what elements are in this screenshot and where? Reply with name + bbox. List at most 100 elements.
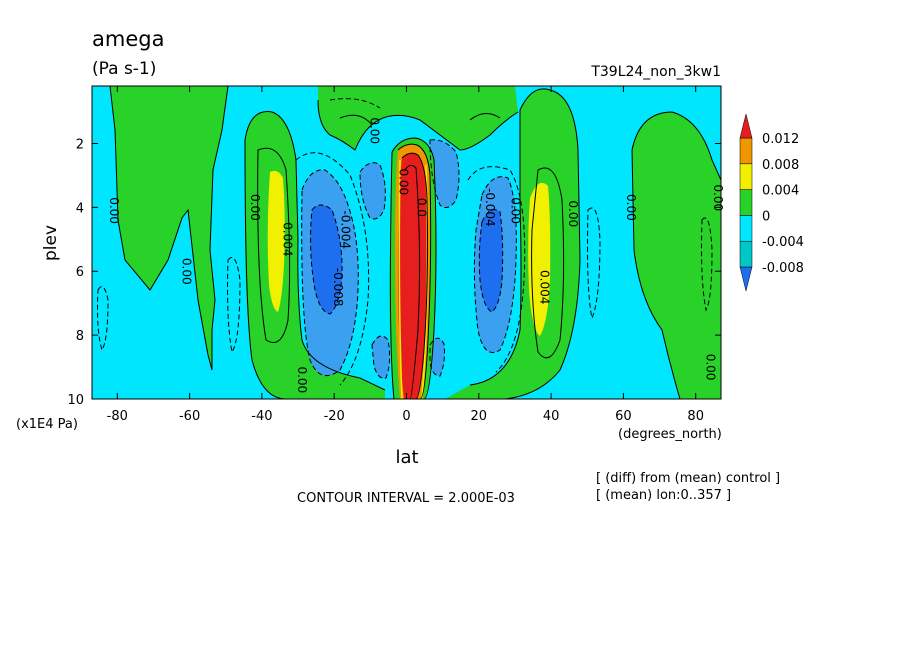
dashed-contour (587, 207, 601, 320)
y-axis-label: plev (41, 225, 61, 261)
y-tick-label: 2 (76, 137, 84, 152)
region-south-negative-inner (310, 205, 343, 314)
colorbar-segment (739, 240, 753, 268)
x-tick-label: -60 (179, 409, 200, 424)
region-south-jet-strong-positive (267, 170, 285, 312)
dashed-contour (701, 217, 713, 312)
dashed-contour (429, 139, 460, 209)
colorbar-high-arrow (739, 113, 753, 139)
contour-line (339, 114, 373, 126)
contour-label: 0.00 (624, 194, 638, 221)
contour-line (389, 151, 395, 399)
contour-label: 0.00 (704, 354, 718, 381)
x-tick-label: 20 (471, 409, 488, 424)
contour-label: 0.004 (281, 222, 295, 256)
contour-label: -0.008 (331, 268, 345, 307)
colorbar: -0.008 -0.004 0 0.004 0.008 0.012 (739, 113, 804, 292)
chart-title: amega (92, 27, 164, 51)
y-tick-label: 8 (76, 329, 84, 344)
contour-line (631, 111, 721, 181)
contour-line (244, 111, 386, 391)
contour-line (469, 110, 522, 386)
colorbar-low-arrow (739, 266, 753, 292)
negative-contour-lines (97, 98, 713, 386)
colorbar-segment (739, 189, 753, 216)
run-label: T39L24_non_3kw1 (590, 64, 721, 80)
dashed-contour (310, 204, 343, 315)
dashed-contour (359, 162, 386, 220)
dashed-contour (467, 166, 526, 373)
region-far-north-positive (632, 112, 721, 399)
contour-line (244, 139, 286, 399)
colorbar-label: 0 (762, 209, 770, 224)
y-tick-label: 10 (67, 393, 84, 408)
region-tropics-upper-positive (318, 86, 518, 150)
y-axis-units: (x1E4 Pa) (16, 417, 78, 432)
colorbar-label: 0.008 (762, 158, 799, 173)
dashed-contour (329, 98, 381, 109)
x-tick-label: -80 (107, 409, 128, 424)
y-tick-label: 4 (76, 201, 84, 216)
colorbar-segment (739, 215, 753, 242)
dashed-contour (429, 337, 445, 377)
contour-label: 0.00 (295, 366, 309, 393)
note-diff: [ (diff) from (mean) control ] (596, 471, 780, 486)
dashed-contour (371, 335, 391, 379)
contour-label: 0.0 (414, 198, 428, 217)
plot-fill (92, 86, 721, 399)
contour-label: 0.00 (367, 117, 381, 144)
contour-labels: 0.00 0.00 0.00 0.004 -0.004 -0.008 0.00 0.00 0.0… (107, 117, 725, 393)
contour-lines (109, 86, 721, 399)
contour-line (397, 143, 432, 399)
colorbar-label: 0.012 (762, 132, 799, 147)
region-equator-lower-negative-north (430, 338, 445, 376)
contour-label: 0.00 (248, 194, 262, 221)
colorbar-segment (739, 137, 753, 165)
x-tick-label: 60 (615, 409, 632, 424)
contour-line (109, 86, 229, 371)
region-north-negative-inner (479, 209, 503, 312)
colorbar-label: 0.004 (762, 184, 799, 199)
colorbar-label: -0.008 (762, 261, 804, 276)
region-subtropic-south-negative (360, 162, 386, 219)
note-mean: [ (mean) lon:0..357 ] (596, 488, 731, 503)
dashed-contour (227, 257, 241, 354)
contour-label: 0.004 (537, 270, 551, 304)
contour-line (631, 149, 681, 399)
contour-label: 0.00 (508, 197, 522, 224)
colorbar-segment (739, 163, 753, 190)
x-tick-label: -20 (324, 409, 345, 424)
contour-line (531, 167, 565, 359)
contour-line (504, 88, 581, 399)
contour-line (317, 99, 519, 151)
y-tick-label: 6 (76, 265, 84, 280)
contour-label: 0.00 (566, 200, 580, 227)
dashed-contour (97, 286, 109, 352)
contour-label: 0.00 (107, 197, 121, 224)
contour-label: -0.004 (483, 188, 497, 227)
contour-label: 0.00 (396, 168, 410, 195)
x-tick-label: 40 (543, 409, 560, 424)
chart-units: (Pa s-1) (92, 59, 156, 79)
contour-interval-text: CONTOUR INTERVAL = 2.000E-03 (297, 491, 515, 506)
dashed-contour (301, 169, 359, 377)
y-axis: 2 4 6 8 10 (67, 137, 721, 408)
dashed-contour (473, 176, 517, 353)
contour-label: 0.00 (179, 258, 193, 285)
region-equatorial-core (398, 153, 428, 399)
region-equator-lower-negative-south (372, 336, 390, 379)
region-north-midlat-positive (445, 88, 580, 399)
x-tick-label: 0 (402, 409, 410, 424)
x-axis-label: lat (395, 447, 418, 468)
contour-line (404, 164, 421, 399)
x-tick-label: -40 (251, 409, 272, 424)
x-axis: -80 -60 -40 -20 0 20 40 60 80 (107, 86, 704, 424)
region-subtropic-north-negative (430, 139, 459, 208)
contour-label: -0.004 (338, 210, 352, 249)
colorbar-label: -0.004 (762, 235, 804, 250)
dashed-contour (295, 152, 370, 386)
contour-line (391, 137, 437, 399)
contour-line (469, 113, 501, 121)
region-far-south-positive (92, 86, 228, 370)
